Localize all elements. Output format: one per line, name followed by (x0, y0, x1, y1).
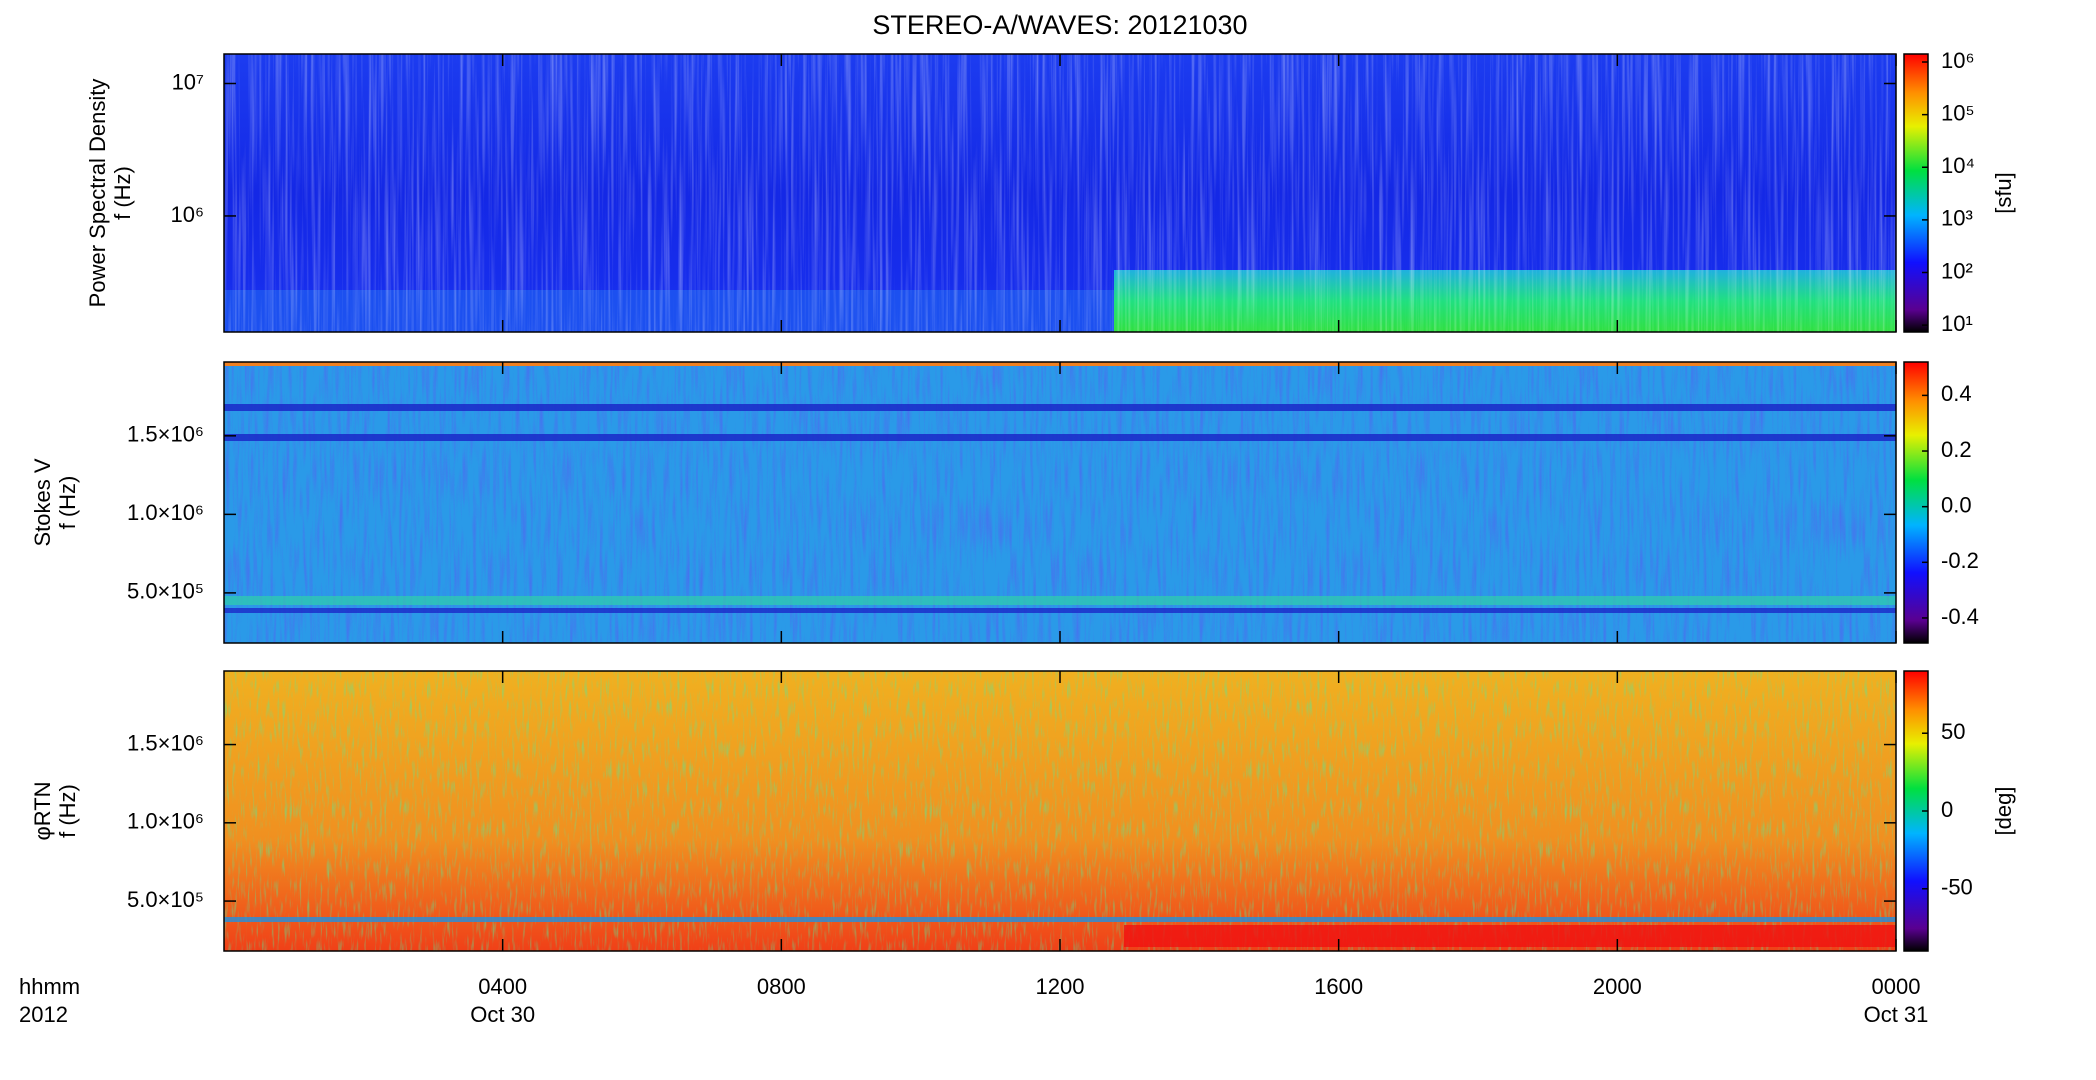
colorbar-label: [deg] (1991, 787, 2016, 836)
y-tick-label: 5.0×10⁵ (127, 579, 204, 604)
colorbar-label: [sfu] (1991, 172, 2016, 214)
y-axis-label: Stokes V (30, 458, 55, 546)
x-axis-label: 2012 (19, 1002, 68, 1027)
y-tick-label: 10⁶ (170, 202, 204, 227)
x-date-label: Oct 31 (1864, 1002, 1929, 1027)
colorbar-tick-label: 10⁶ (1941, 48, 1975, 73)
spectrogram-1 (224, 54, 1896, 332)
colorbar-tick-label: 0 (1941, 797, 1953, 822)
colorbar (1903, 53, 1929, 333)
colorbar-tick-label: 10¹ (1941, 311, 1973, 336)
x-date-label: Oct 30 (470, 1002, 535, 1027)
y-tick-label: 1.0×10⁶ (127, 809, 204, 834)
spectrogram-2 (224, 362, 1896, 643)
y-tick-label: 1.5×10⁶ (127, 422, 204, 447)
colorbar-tick-label: -50 (1941, 875, 1973, 900)
colorbar-tick-label: 10² (1941, 258, 1973, 283)
y-tick-label: 10⁷ (172, 69, 204, 94)
spectrogram-3 (224, 671, 1896, 951)
x-tick-label: 2000 (1593, 974, 1642, 999)
x-tick-label: 1600 (1314, 974, 1363, 999)
y-axis-label: f (Hz) (55, 784, 80, 838)
y-tick-label: 5.0×10⁵ (127, 887, 204, 912)
y-axis-label: Power Spectral Density (85, 79, 110, 308)
colorbar-tick-label: 0.0 (1941, 492, 1972, 517)
x-tick-label: 0400 (478, 974, 527, 999)
x-axis-label: hhmm (19, 974, 80, 999)
x-tick-label: 1200 (1036, 974, 1085, 999)
colorbar (1903, 361, 1929, 644)
y-axis-label: f (Hz) (55, 476, 80, 530)
colorbar-tick-label: 10⁵ (1941, 100, 1975, 125)
chart-title: STEREO-A/WAVES: 20121030 (872, 10, 1247, 40)
y-axis-label: f (Hz) (110, 166, 135, 220)
colorbar-tick-label: -0.4 (1941, 604, 1979, 629)
colorbar-tick-label: 10³ (1941, 206, 1973, 231)
y-axis-label: φRTN (30, 781, 55, 840)
y-tick-label: 1.5×10⁶ (127, 730, 204, 755)
x-tick-label: 0800 (757, 974, 806, 999)
colorbar-tick-label: 10⁴ (1941, 153, 1975, 178)
x-tick-label: 0000 (1872, 974, 1921, 999)
colorbar-tick-label: 50 (1941, 719, 1965, 744)
colorbar-tick-label: -0.2 (1941, 548, 1979, 573)
y-tick-label: 1.0×10⁶ (127, 500, 204, 525)
colorbar-tick-label: 0.4 (1941, 381, 1972, 406)
colorbar-tick-label: 0.2 (1941, 437, 1972, 462)
